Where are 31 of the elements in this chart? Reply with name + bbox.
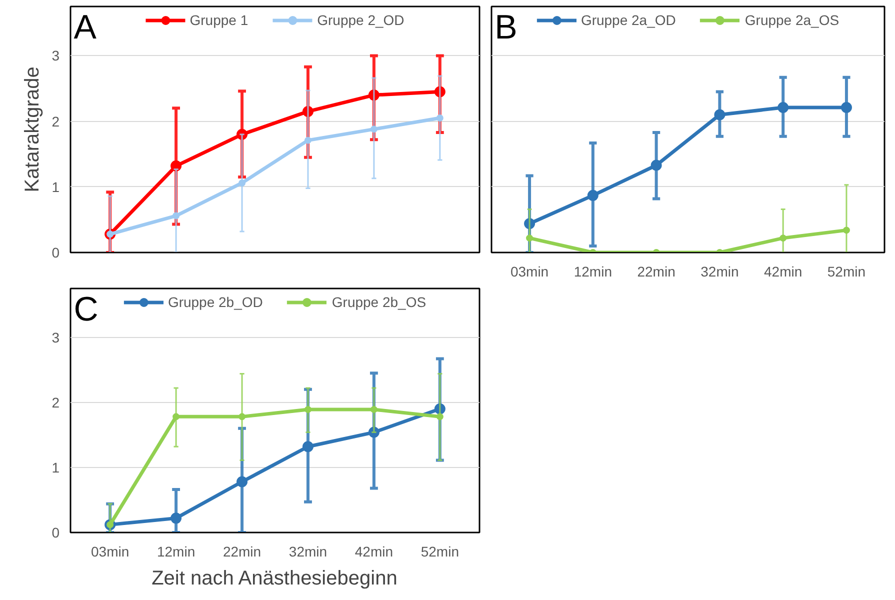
x-tick-label: 32min (288, 544, 328, 560)
x-tick-label: 32min (700, 264, 739, 280)
legend-label: Gruppe 2a_OS (744, 12, 840, 28)
y-tick-label: 1 (52, 459, 60, 476)
y-tick-label: 1 (52, 178, 60, 195)
chart-title: C (74, 290, 98, 328)
legend-label: Gruppe 2b_OD (168, 294, 263, 310)
y-tick-label: 3 (52, 48, 60, 64)
chart-title: B (494, 8, 518, 46)
y-axis-title: Kataraktgrade (22, 66, 44, 192)
x-tick-label: 22min (222, 544, 262, 560)
x-tick-label: 12min (574, 264, 612, 280)
chart-title: A (74, 8, 97, 46)
legend-label: Gruppe 2_OD (317, 12, 404, 28)
x-tick-label: 42min (354, 544, 394, 560)
x-axis-title: Zeit nach Anästhesiebeginn (152, 568, 398, 590)
x-tick-label: 52min (420, 544, 459, 560)
y-tick-label: 3 (52, 329, 60, 346)
legend-label: Gruppe 2a_OD (580, 12, 676, 28)
x-tick-label: 22min (637, 264, 676, 280)
legend-label: Gruppe 2b_OS (332, 294, 426, 310)
x-tick-label: 12min (156, 544, 196, 560)
x-tick-label: 03min (510, 264, 549, 280)
x-tick-label: 42min (764, 264, 802, 280)
y-tick-label: 2 (52, 113, 60, 130)
y-tick-label: 2 (52, 394, 60, 410)
y-tick-label: 0 (52, 244, 60, 260)
x-tick-label: 52min (827, 264, 866, 280)
y-tick-label: 0 (52, 524, 60, 540)
x-tick-label: 03min (91, 544, 130, 560)
legend-label: Gruppe 1 (190, 12, 248, 28)
